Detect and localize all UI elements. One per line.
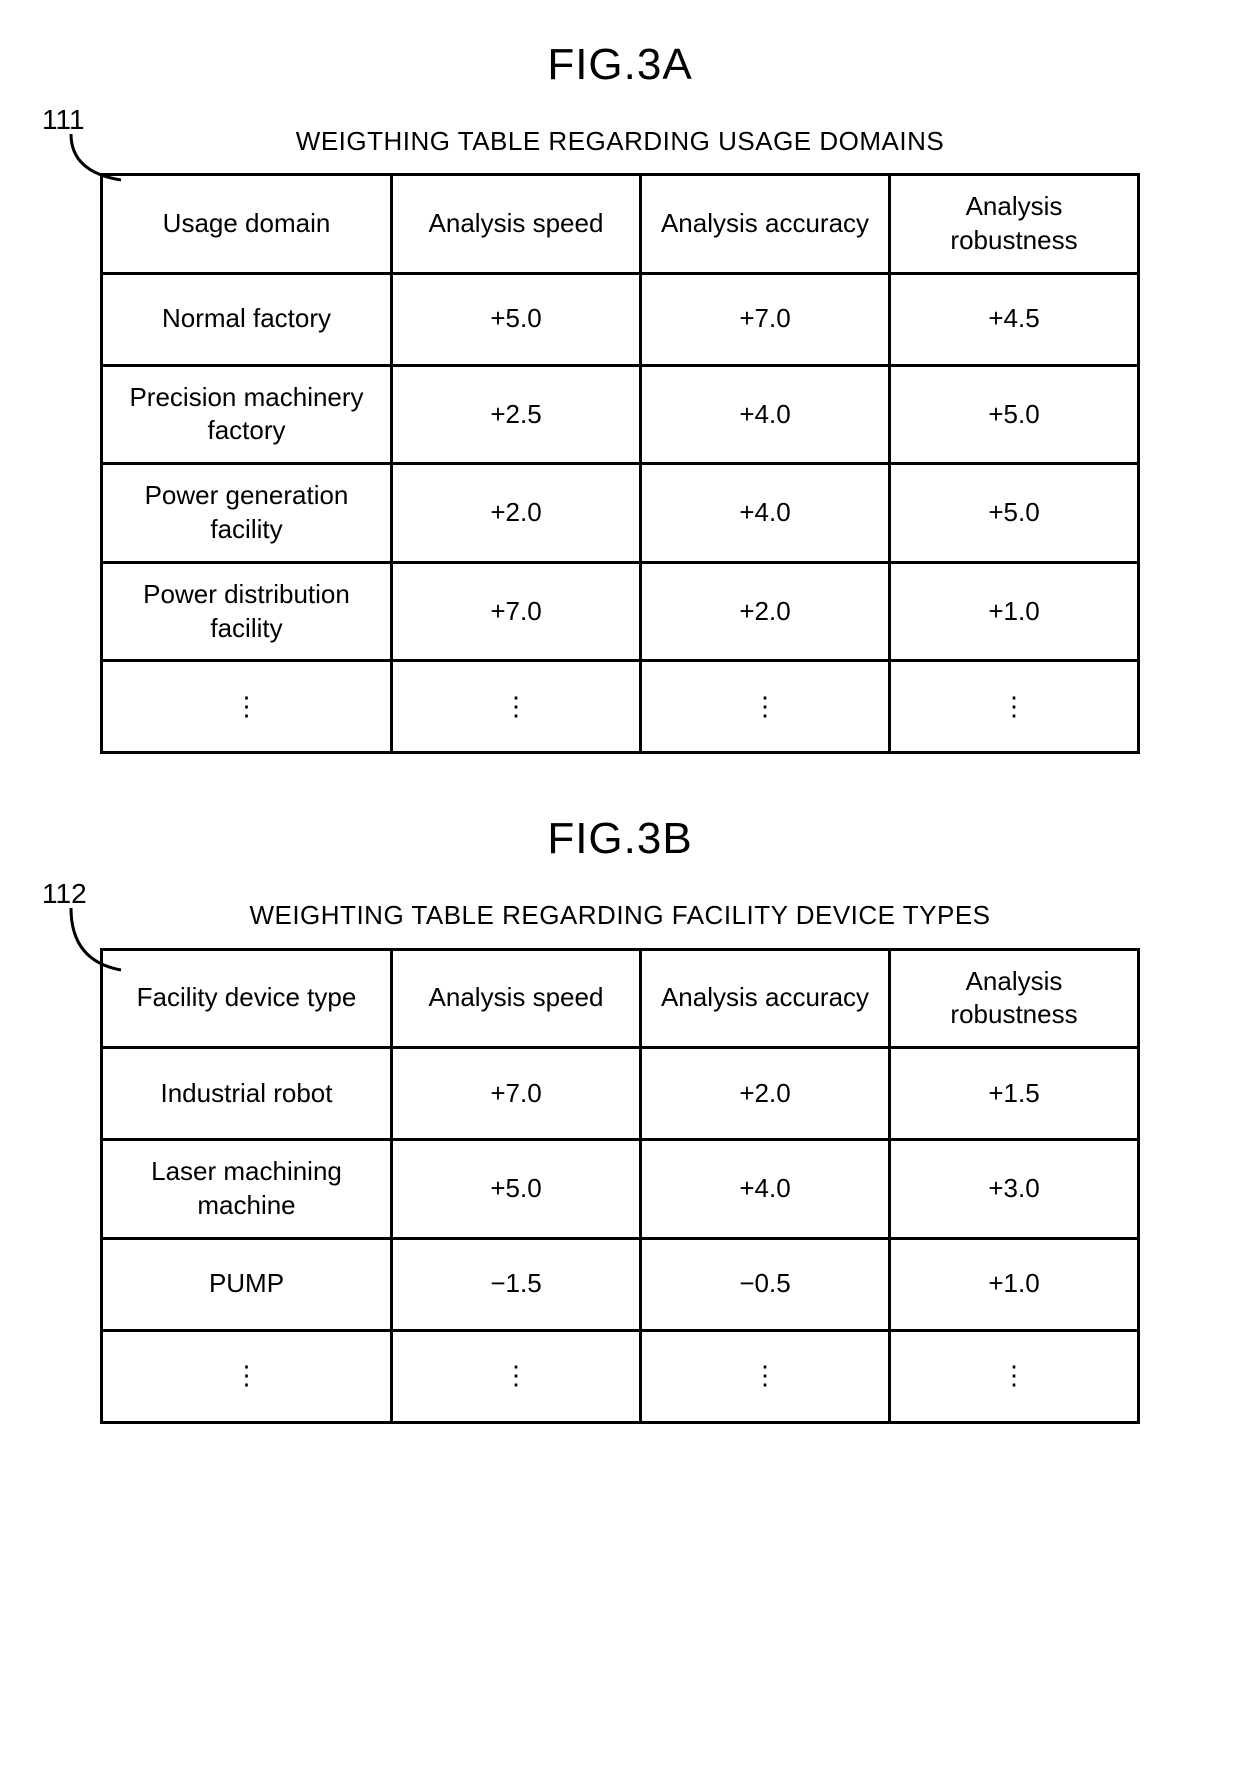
cell-device: Industrial robot — [102, 1048, 392, 1140]
table-header-row: Usage domain Analysis speed Analysis acc… — [102, 175, 1139, 274]
cell-accuracy: +4.0 — [641, 365, 890, 464]
table-row: Normal factory +5.0 +7.0 +4.5 — [102, 273, 1139, 365]
col-analysis-accuracy: Analysis accuracy — [641, 175, 890, 274]
cell-robustness: +3.0 — [890, 1140, 1139, 1239]
ellipsis-cell: ⋮ — [392, 1330, 641, 1422]
col-analysis-speed: Analysis speed — [392, 949, 641, 1048]
col-device-type: Facility device type — [102, 949, 392, 1048]
figure-label-3a: FIG.3A — [50, 40, 1190, 90]
cell-accuracy: −0.5 — [641, 1238, 890, 1330]
ellipsis-cell: ⋮ — [102, 661, 392, 753]
cell-speed: +2.0 — [392, 464, 641, 563]
cell-accuracy: +2.0 — [641, 1048, 890, 1140]
cell-accuracy: +7.0 — [641, 273, 890, 365]
weighting-table-usage-domains: Usage domain Analysis speed Analysis acc… — [100, 173, 1140, 754]
ellipsis-cell: ⋮ — [641, 1330, 890, 1422]
callout-3b: 112 — [50, 888, 1190, 898]
table-row: Industrial robot +7.0 +2.0 +1.5 — [102, 1048, 1139, 1140]
cell-robustness: +1.0 — [890, 1238, 1139, 1330]
col-analysis-robustness: Analysis robustness — [890, 949, 1139, 1048]
cell-device: PUMP — [102, 1238, 392, 1330]
cell-robustness: +5.0 — [890, 365, 1139, 464]
cell-robustness: +1.0 — [890, 562, 1139, 661]
table-ellipsis-row: ⋮ ⋮ ⋮ ⋮ — [102, 1330, 1139, 1422]
cell-speed: +5.0 — [392, 1140, 641, 1239]
figure-3a: FIG.3A 111 WEIGTHING TABLE REGARDING USA… — [50, 40, 1190, 754]
cell-accuracy: +4.0 — [641, 1140, 890, 1239]
table-row: Precision machinery factory +2.5 +4.0 +5… — [102, 365, 1139, 464]
table-row: Power generation facility +2.0 +4.0 +5.0 — [102, 464, 1139, 563]
callout-leader-icon — [66, 132, 136, 187]
col-usage-domain: Usage domain — [102, 175, 392, 274]
cell-accuracy: +2.0 — [641, 562, 890, 661]
cell-robustness: +5.0 — [890, 464, 1139, 563]
table-title-3a: WEIGTHING TABLE REGARDING USAGE DOMAINS — [50, 124, 1190, 159]
table-ellipsis-row: ⋮ ⋮ ⋮ ⋮ — [102, 661, 1139, 753]
ellipsis-cell: ⋮ — [641, 661, 890, 753]
figure-label-3b: FIG.3B — [50, 814, 1190, 864]
ellipsis-cell: ⋮ — [890, 661, 1139, 753]
table-header-row: Facility device type Analysis speed Anal… — [102, 949, 1139, 1048]
table-row: Power distribution facility +7.0 +2.0 +1… — [102, 562, 1139, 661]
cell-robustness: +1.5 — [890, 1048, 1139, 1140]
table-title-3b: WEIGHTING TABLE REGARDING FACILITY DEVIC… — [50, 898, 1190, 933]
callout-leader-icon — [66, 906, 136, 976]
callout-3a: 111 — [50, 114, 1190, 124]
cell-device: Laser machining machine — [102, 1140, 392, 1239]
col-analysis-accuracy: Analysis accuracy — [641, 949, 890, 1048]
cell-speed: +2.5 — [392, 365, 641, 464]
col-analysis-speed: Analysis speed — [392, 175, 641, 274]
cell-speed: +5.0 — [392, 273, 641, 365]
col-analysis-robustness: Analysis robustness — [890, 175, 1139, 274]
figure-3b: FIG.3B 112 WEIGHTING TABLE REGARDING FAC… — [50, 814, 1190, 1423]
cell-speed: +7.0 — [392, 562, 641, 661]
ellipsis-cell: ⋮ — [392, 661, 641, 753]
cell-accuracy: +4.0 — [641, 464, 890, 563]
ellipsis-cell: ⋮ — [890, 1330, 1139, 1422]
table-row: PUMP −1.5 −0.5 +1.0 — [102, 1238, 1139, 1330]
cell-domain: Power generation facility — [102, 464, 392, 563]
cell-domain: Power distribution facility — [102, 562, 392, 661]
cell-speed: −1.5 — [392, 1238, 641, 1330]
cell-domain: Precision machinery factory — [102, 365, 392, 464]
table-row: Laser machining machine +5.0 +4.0 +3.0 — [102, 1140, 1139, 1239]
cell-robustness: +4.5 — [890, 273, 1139, 365]
cell-domain: Normal factory — [102, 273, 392, 365]
weighting-table-device-types: Facility device type Analysis speed Anal… — [100, 948, 1140, 1424]
ellipsis-cell: ⋮ — [102, 1330, 392, 1422]
cell-speed: +7.0 — [392, 1048, 641, 1140]
